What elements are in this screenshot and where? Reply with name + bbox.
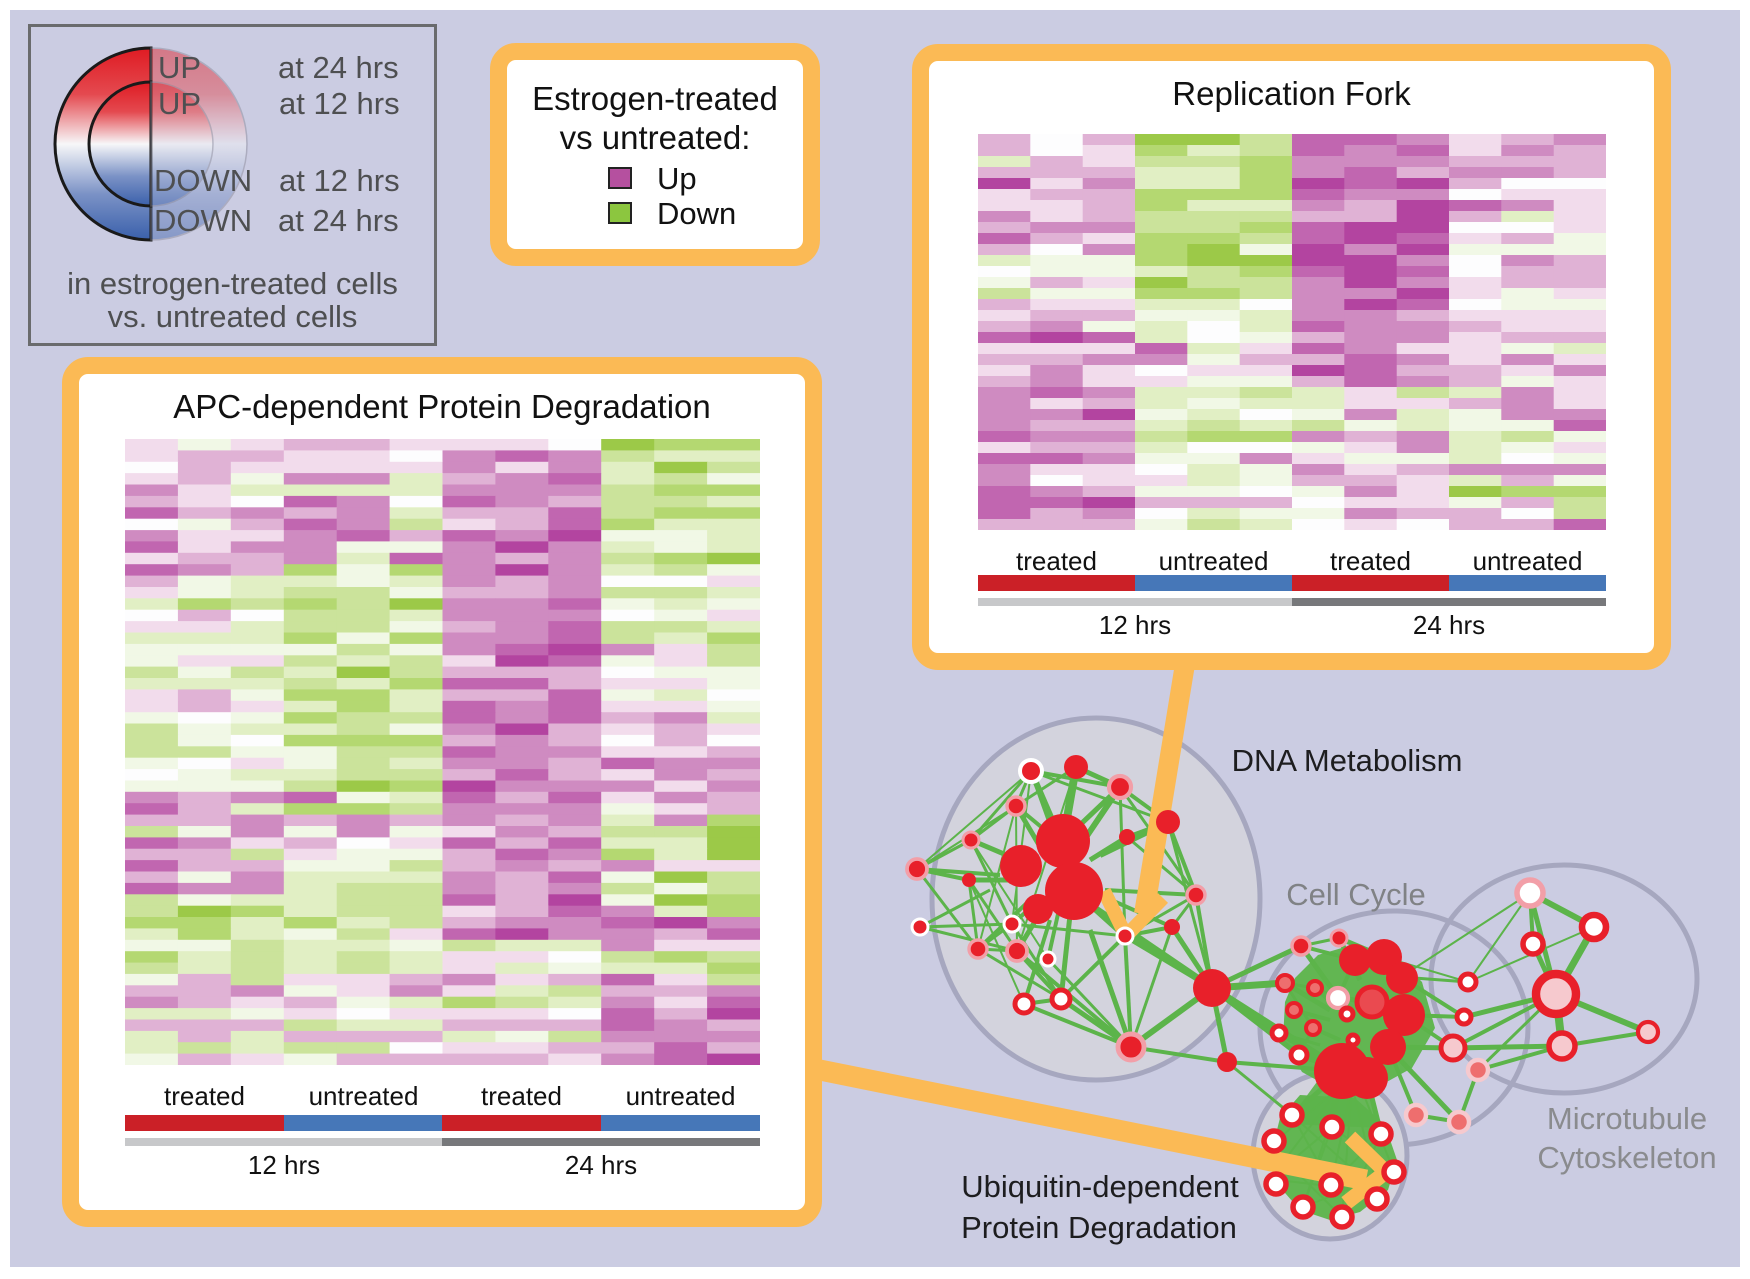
svg-text:Microtubule: Microtubule (1547, 1101, 1707, 1136)
svg-text:DNA Metabolism: DNA Metabolism (1232, 743, 1463, 778)
svg-text:Ubiquitin-dependent: Ubiquitin-dependent (961, 1169, 1239, 1204)
svg-text:Cytoskeleton: Cytoskeleton (1537, 1140, 1716, 1175)
svg-text:Protein Degradation: Protein Degradation (961, 1210, 1237, 1245)
svg-text:Cell Cycle: Cell Cycle (1286, 877, 1426, 912)
